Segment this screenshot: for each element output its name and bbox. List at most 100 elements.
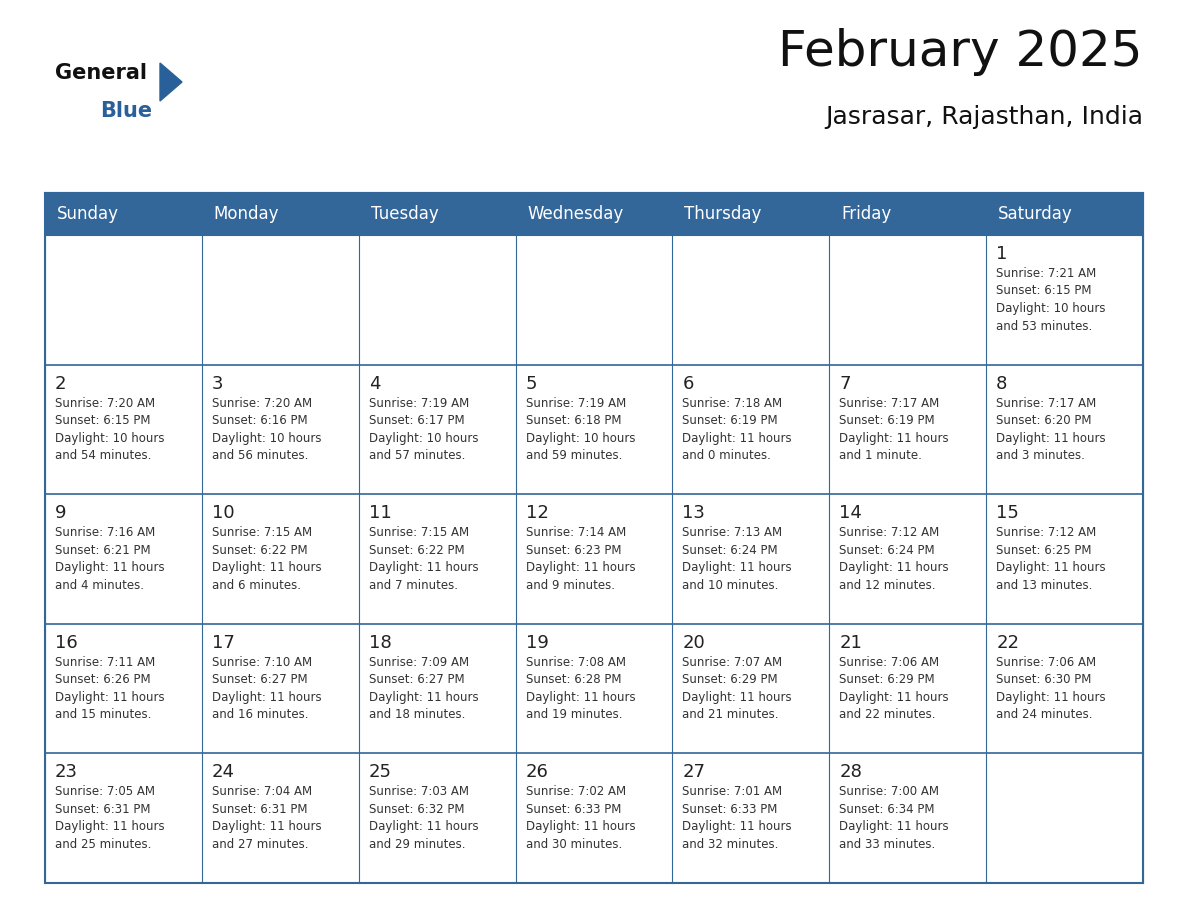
Polygon shape (160, 63, 182, 101)
Text: Sunrise: 7:00 AM
Sunset: 6:34 PM
Daylight: 11 hours
and 33 minutes.: Sunrise: 7:00 AM Sunset: 6:34 PM Dayligh… (839, 786, 949, 851)
Text: Sunrise: 7:08 AM
Sunset: 6:28 PM
Daylight: 11 hours
and 19 minutes.: Sunrise: 7:08 AM Sunset: 6:28 PM Dayligh… (525, 655, 636, 722)
Text: 23: 23 (55, 764, 78, 781)
Text: 26: 26 (525, 764, 549, 781)
Bar (45, 193, 1143, 235)
Text: Sunrise: 7:01 AM
Sunset: 6:33 PM
Daylight: 11 hours
and 32 minutes.: Sunrise: 7:01 AM Sunset: 6:33 PM Dayligh… (682, 786, 792, 851)
Bar (829, 494, 986, 624)
Text: 20: 20 (682, 633, 706, 652)
Text: 8: 8 (997, 375, 1007, 393)
Bar (829, 754, 986, 883)
Text: Friday: Friday (841, 205, 891, 223)
Bar (359, 624, 516, 754)
Bar (202, 754, 359, 883)
Text: Saturday: Saturday (998, 205, 1073, 223)
Text: Sunrise: 7:07 AM
Sunset: 6:29 PM
Daylight: 11 hours
and 21 minutes.: Sunrise: 7:07 AM Sunset: 6:29 PM Dayligh… (682, 655, 792, 722)
Bar (829, 364, 986, 494)
Text: Sunrise: 7:20 AM
Sunset: 6:15 PM
Daylight: 10 hours
and 54 minutes.: Sunrise: 7:20 AM Sunset: 6:15 PM Dayligh… (55, 397, 164, 462)
Bar (516, 364, 672, 494)
Text: Wednesday: Wednesday (527, 205, 624, 223)
Text: Sunrise: 7:03 AM
Sunset: 6:32 PM
Daylight: 11 hours
and 29 minutes.: Sunrise: 7:03 AM Sunset: 6:32 PM Dayligh… (368, 786, 479, 851)
Text: Sunrise: 7:18 AM
Sunset: 6:19 PM
Daylight: 11 hours
and 0 minutes.: Sunrise: 7:18 AM Sunset: 6:19 PM Dayligh… (682, 397, 792, 462)
Text: Sunrise: 7:19 AM
Sunset: 6:17 PM
Daylight: 10 hours
and 57 minutes.: Sunrise: 7:19 AM Sunset: 6:17 PM Dayligh… (368, 397, 479, 462)
Text: Sunrise: 7:02 AM
Sunset: 6:33 PM
Daylight: 11 hours
and 30 minutes.: Sunrise: 7:02 AM Sunset: 6:33 PM Dayligh… (525, 786, 636, 851)
Text: Sunrise: 7:21 AM
Sunset: 6:15 PM
Daylight: 10 hours
and 53 minutes.: Sunrise: 7:21 AM Sunset: 6:15 PM Dayligh… (997, 267, 1106, 332)
Bar (359, 754, 516, 883)
Bar (516, 624, 672, 754)
Bar (202, 364, 359, 494)
Text: Sunrise: 7:15 AM
Sunset: 6:22 PM
Daylight: 11 hours
and 6 minutes.: Sunrise: 7:15 AM Sunset: 6:22 PM Dayligh… (211, 526, 322, 592)
Bar (202, 235, 359, 364)
Bar (986, 494, 1143, 624)
Text: 18: 18 (368, 633, 392, 652)
Text: Sunday: Sunday (57, 205, 119, 223)
Text: Sunrise: 7:17 AM
Sunset: 6:19 PM
Daylight: 11 hours
and 1 minute.: Sunrise: 7:17 AM Sunset: 6:19 PM Dayligh… (839, 397, 949, 462)
Text: Tuesday: Tuesday (371, 205, 438, 223)
Bar (672, 754, 829, 883)
Text: Sunrise: 7:11 AM
Sunset: 6:26 PM
Daylight: 11 hours
and 15 minutes.: Sunrise: 7:11 AM Sunset: 6:26 PM Dayligh… (55, 655, 165, 722)
Text: February 2025: February 2025 (778, 28, 1143, 76)
Text: Sunrise: 7:04 AM
Sunset: 6:31 PM
Daylight: 11 hours
and 27 minutes.: Sunrise: 7:04 AM Sunset: 6:31 PM Dayligh… (211, 786, 322, 851)
Bar (359, 494, 516, 624)
Bar (986, 235, 1143, 364)
Text: Sunrise: 7:06 AM
Sunset: 6:30 PM
Daylight: 11 hours
and 24 minutes.: Sunrise: 7:06 AM Sunset: 6:30 PM Dayligh… (997, 655, 1106, 722)
Text: 24: 24 (211, 764, 235, 781)
Text: 15: 15 (997, 504, 1019, 522)
Text: 2: 2 (55, 375, 67, 393)
Text: Jasrasar, Rajasthan, India: Jasrasar, Rajasthan, India (824, 105, 1143, 129)
Text: Sunrise: 7:09 AM
Sunset: 6:27 PM
Daylight: 11 hours
and 18 minutes.: Sunrise: 7:09 AM Sunset: 6:27 PM Dayligh… (368, 655, 479, 722)
Text: Sunrise: 7:15 AM
Sunset: 6:22 PM
Daylight: 11 hours
and 7 minutes.: Sunrise: 7:15 AM Sunset: 6:22 PM Dayligh… (368, 526, 479, 592)
Bar (672, 624, 829, 754)
Text: 14: 14 (839, 504, 862, 522)
Bar (986, 754, 1143, 883)
Bar (516, 754, 672, 883)
Bar (45, 754, 202, 883)
Text: 6: 6 (682, 375, 694, 393)
Text: 1: 1 (997, 245, 1007, 263)
Text: Sunrise: 7:16 AM
Sunset: 6:21 PM
Daylight: 11 hours
and 4 minutes.: Sunrise: 7:16 AM Sunset: 6:21 PM Dayligh… (55, 526, 165, 592)
Text: Sunrise: 7:10 AM
Sunset: 6:27 PM
Daylight: 11 hours
and 16 minutes.: Sunrise: 7:10 AM Sunset: 6:27 PM Dayligh… (211, 655, 322, 722)
Text: General: General (55, 63, 147, 83)
Text: Sunrise: 7:12 AM
Sunset: 6:24 PM
Daylight: 11 hours
and 12 minutes.: Sunrise: 7:12 AM Sunset: 6:24 PM Dayligh… (839, 526, 949, 592)
Bar (359, 235, 516, 364)
Text: Sunrise: 7:05 AM
Sunset: 6:31 PM
Daylight: 11 hours
and 25 minutes.: Sunrise: 7:05 AM Sunset: 6:31 PM Dayligh… (55, 786, 165, 851)
Text: 11: 11 (368, 504, 392, 522)
Text: 5: 5 (525, 375, 537, 393)
Bar (202, 494, 359, 624)
Text: Sunrise: 7:19 AM
Sunset: 6:18 PM
Daylight: 10 hours
and 59 minutes.: Sunrise: 7:19 AM Sunset: 6:18 PM Dayligh… (525, 397, 636, 462)
Text: 7: 7 (839, 375, 851, 393)
Text: Sunrise: 7:14 AM
Sunset: 6:23 PM
Daylight: 11 hours
and 9 minutes.: Sunrise: 7:14 AM Sunset: 6:23 PM Dayligh… (525, 526, 636, 592)
Text: 19: 19 (525, 633, 549, 652)
Bar (516, 235, 672, 364)
Text: 22: 22 (997, 633, 1019, 652)
Text: 21: 21 (839, 633, 862, 652)
Bar (45, 624, 202, 754)
Text: 16: 16 (55, 633, 77, 652)
Bar (45, 193, 1143, 883)
Text: Blue: Blue (100, 101, 152, 121)
Bar (672, 494, 829, 624)
Text: Sunrise: 7:13 AM
Sunset: 6:24 PM
Daylight: 11 hours
and 10 minutes.: Sunrise: 7:13 AM Sunset: 6:24 PM Dayligh… (682, 526, 792, 592)
Bar (45, 494, 202, 624)
Text: 3: 3 (211, 375, 223, 393)
Text: Sunrise: 7:06 AM
Sunset: 6:29 PM
Daylight: 11 hours
and 22 minutes.: Sunrise: 7:06 AM Sunset: 6:29 PM Dayligh… (839, 655, 949, 722)
Bar (516, 494, 672, 624)
Text: 28: 28 (839, 764, 862, 781)
Bar (45, 364, 202, 494)
Text: Sunrise: 7:17 AM
Sunset: 6:20 PM
Daylight: 11 hours
and 3 minutes.: Sunrise: 7:17 AM Sunset: 6:20 PM Dayligh… (997, 397, 1106, 462)
Bar (986, 624, 1143, 754)
Text: 17: 17 (211, 633, 235, 652)
Text: Sunrise: 7:12 AM
Sunset: 6:25 PM
Daylight: 11 hours
and 13 minutes.: Sunrise: 7:12 AM Sunset: 6:25 PM Dayligh… (997, 526, 1106, 592)
Text: Monday: Monday (214, 205, 279, 223)
Bar (45, 235, 202, 364)
Bar (202, 624, 359, 754)
Bar (672, 235, 829, 364)
Bar (829, 624, 986, 754)
Text: 9: 9 (55, 504, 67, 522)
Bar (986, 364, 1143, 494)
Text: 13: 13 (682, 504, 706, 522)
Bar (829, 235, 986, 364)
Text: 4: 4 (368, 375, 380, 393)
Text: Thursday: Thursday (684, 205, 762, 223)
Text: 10: 10 (211, 504, 234, 522)
Text: 27: 27 (682, 764, 706, 781)
